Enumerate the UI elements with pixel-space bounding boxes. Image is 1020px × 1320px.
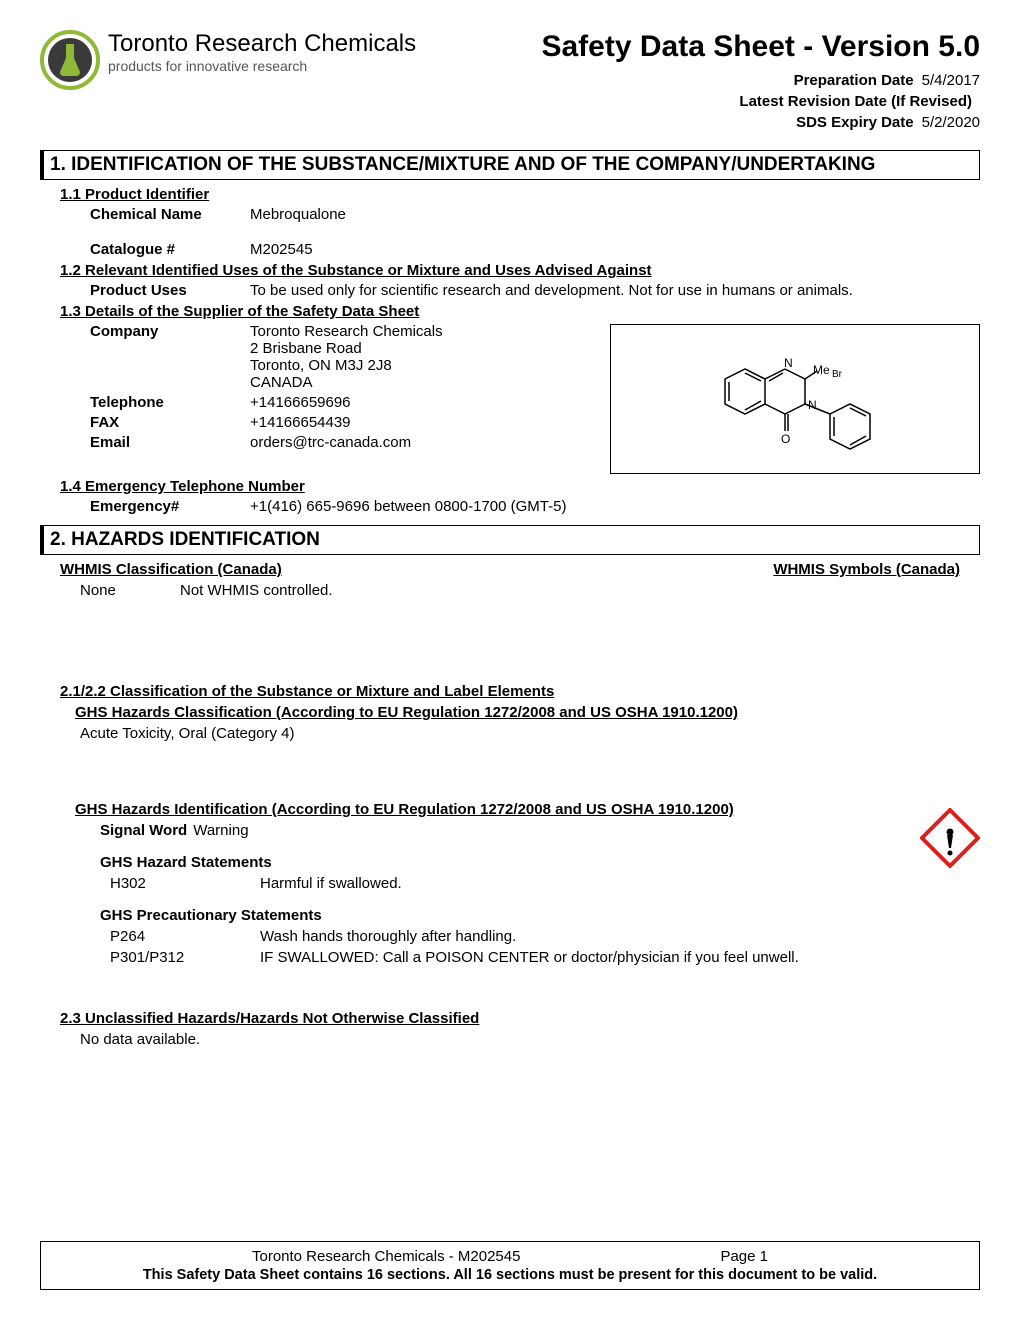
precaution-code: P301/P312: [110, 949, 260, 966]
expiry-date-row: SDS Expiry Date 5/2/2020: [416, 114, 980, 131]
catalogue-row: Catalogue # M202545: [90, 241, 980, 258]
telephone-value: +14166659696: [250, 394, 600, 411]
document-title: Safety Data Sheet - Version 5.0: [416, 30, 980, 64]
logo-text: Toronto Research Chemicals products for …: [108, 30, 416, 74]
supplier-row: Company Toronto Research Chemicals 2 Bri…: [40, 320, 980, 474]
prep-date-row: Preparation Date 5/4/2017: [416, 72, 980, 89]
sub-1-2: 1.2 Relevant Identified Uses of the Subs…: [60, 262, 980, 279]
footer-page-num: 1: [760, 1248, 768, 1265]
logo-icon: [40, 30, 100, 90]
sub-1-1: 1.1 Product Identifier: [60, 186, 980, 203]
chemical-structure: N N O Me Br: [610, 324, 980, 474]
prep-date-value: 5/4/2017: [922, 72, 980, 89]
footer-note: This Safety Data Sheet contains 16 secti…: [51, 1267, 969, 1283]
uses-label: Product Uses: [90, 282, 250, 299]
fax-row: FAX +14166654439: [90, 414, 600, 431]
structure-n2: N: [808, 398, 817, 412]
sub-2-3: 2.3 Unclassified Hazards/Hazards Not Oth…: [60, 1010, 980, 1027]
section-1-header: 1. IDENTIFICATION OF THE SUBSTANCE/MIXTU…: [40, 150, 980, 180]
fax-label: FAX: [90, 414, 250, 431]
hazard-code: H302: [110, 875, 260, 892]
telephone-row: Telephone +14166659696: [90, 394, 600, 411]
signal-label: Signal Word: [100, 822, 187, 839]
whmis-text: Not WHMIS controlled.: [180, 582, 333, 599]
chemical-name-row: Chemical Name Mebroqualone: [90, 206, 980, 223]
whmis-data-row: None Not WHMIS controlled.: [80, 582, 980, 599]
footer-page: Page 1: [720, 1248, 768, 1265]
logo-block: Toronto Research Chemicals products for …: [40, 30, 416, 90]
company-name: Toronto Research Chemicals: [108, 30, 416, 58]
emergency-row: Emergency# +1(416) 665-9696 between 0800…: [90, 498, 980, 515]
hazard-statement-row: H302Harmful if swallowed.: [110, 875, 980, 892]
signal-word-row: Signal Word Warning: [100, 822, 880, 839]
structure-br: Br: [832, 369, 843, 380]
fax-value: +14166654439: [250, 414, 600, 431]
revision-date-row: Latest Revision Date (If Revised): [416, 93, 980, 110]
sub-2-3-value: No data available.: [80, 1031, 980, 1048]
header: Toronto Research Chemicals products for …: [40, 30, 980, 135]
company-value: Toronto Research Chemicals 2 Brisbane Ro…: [250, 323, 600, 391]
sub-1-3: 1.3 Details of the Supplier of the Safet…: [60, 303, 980, 320]
sub-2-1: 2.1/2.2 Classification of the Substance …: [60, 683, 980, 700]
precaution-statement-row: P301/P312IF SWALLOWED: Call a POISON CEN…: [110, 949, 980, 966]
structure-o: O: [781, 432, 790, 446]
precaution-code: P264: [110, 928, 260, 945]
structure-svg: N N O Me Br: [695, 339, 895, 459]
tagline: products for innovative research: [108, 58, 416, 74]
telephone-label: Telephone: [90, 394, 250, 411]
ghs-exclamation-pictogram: [920, 808, 980, 868]
precaution-text: IF SWALLOWED: Call a POISON CENTER or do…: [260, 949, 799, 966]
chemical-name-value: Mebroqualone: [250, 206, 980, 223]
chemical-name-label: Chemical Name: [90, 206, 250, 223]
whmis-symbols-label: WHMIS Symbols (Canada): [773, 561, 960, 578]
email-row: Email orders@trc-canada.com: [90, 434, 600, 451]
email-label: Email: [90, 434, 250, 451]
uses-row: Product Uses To be used only for scienti…: [90, 282, 980, 299]
footer-top: Toronto Research Chemicals - M202545 Pag…: [51, 1248, 969, 1265]
whmis-header-row: WHMIS Classification (Canada) WHMIS Symb…: [60, 561, 960, 578]
hazard-statements-header: GHS Hazard Statements: [100, 854, 880, 871]
footer: Toronto Research Chemicals - M202545 Pag…: [40, 1241, 980, 1290]
sub-1-4: 1.4 Emergency Telephone Number: [60, 478, 980, 495]
footer-page-label: Page: [720, 1248, 755, 1265]
expiry-date-label: SDS Expiry Date: [796, 114, 914, 131]
section-2-header: 2. HAZARDS IDENTIFICATION: [40, 525, 980, 555]
precaution-statement-row: P264Wash hands thoroughly after handling…: [110, 928, 980, 945]
ghs-signal-row: Signal Word Warning GHS Hazard Statement…: [40, 818, 980, 871]
email-value: orders@trc-canada.com: [250, 434, 600, 451]
prep-date-label: Preparation Date: [794, 72, 914, 89]
structure-n1: N: [784, 356, 793, 370]
uses-value: To be used only for scientific research …: [250, 282, 980, 299]
expiry-date-value: 5/2/2020: [922, 114, 980, 131]
emergency-value: +1(416) 665-9696 between 0800-1700 (GMT-…: [250, 498, 980, 515]
ghs-class-header: GHS Hazards Classification (According to…: [75, 704, 980, 721]
ghs-class-value: Acute Toxicity, Oral (Category 4): [80, 725, 980, 742]
precaution-header: GHS Precautionary Statements: [100, 907, 980, 924]
emergency-label: Emergency#: [90, 498, 250, 515]
footer-left: Toronto Research Chemicals - M202545: [252, 1248, 520, 1265]
title-block: Safety Data Sheet - Version 5.0 Preparat…: [416, 30, 980, 135]
signal-value: Warning: [193, 822, 248, 839]
precaution-text: Wash hands thoroughly after handling.: [260, 928, 516, 945]
hazard-text: Harmful if swallowed.: [260, 875, 402, 892]
ghs-id-header: GHS Hazards Identification (According to…: [75, 801, 980, 818]
company-row: Company Toronto Research Chemicals 2 Bri…: [90, 323, 600, 391]
whmis-none: None: [80, 582, 180, 599]
company-label: Company: [90, 323, 250, 391]
catalogue-value: M202545: [250, 241, 980, 258]
whmis-class-label: WHMIS Classification (Canada): [60, 561, 282, 578]
catalogue-label: Catalogue #: [90, 241, 250, 258]
structure-me: Me: [813, 363, 830, 377]
revision-date-label: Latest Revision Date (If Revised): [739, 93, 972, 110]
